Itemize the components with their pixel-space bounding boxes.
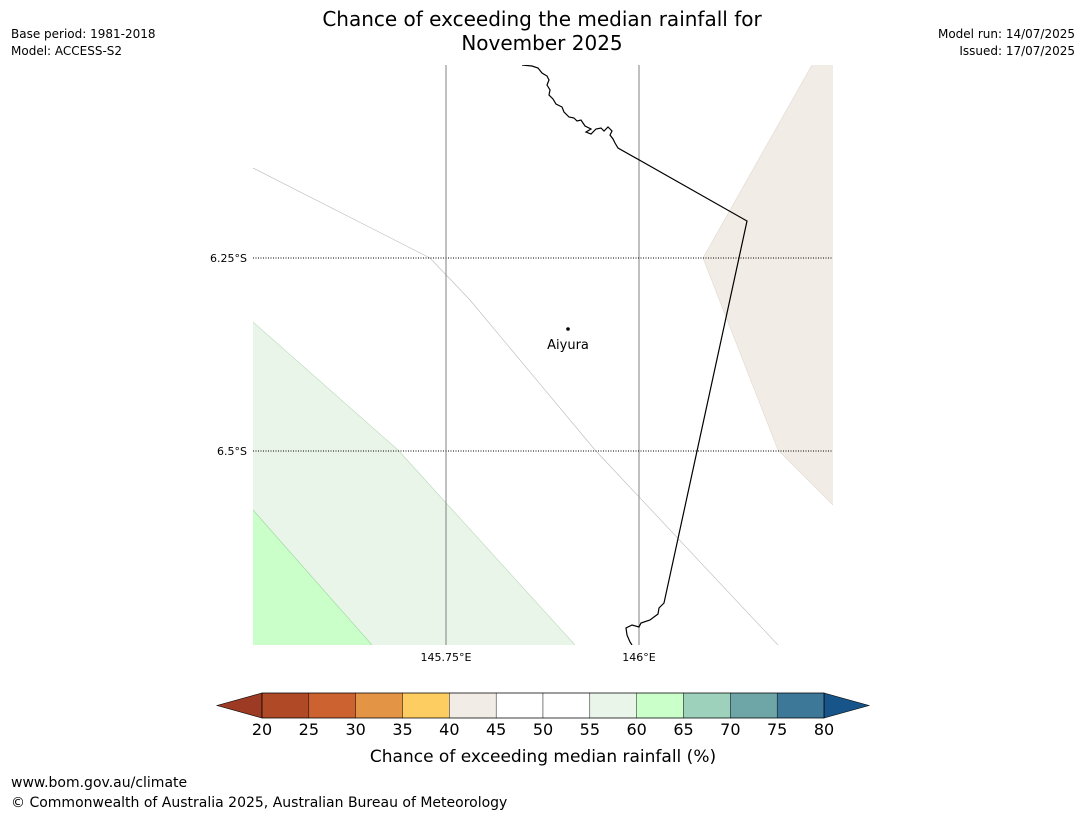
colorbar-cell <box>542 692 591 719</box>
colorbar-high-extend <box>823 692 871 719</box>
lon-label-146: 146°E <box>622 651 655 664</box>
lon-label-145-75: 145.75°E <box>421 651 472 664</box>
colorbar-label: Chance of exceeding median rainfall (%) <box>370 747 716 767</box>
colorbar-tick-label: 25 <box>299 720 319 739</box>
meta-right: Model run: 14/07/2025 Issued: 17/07/2025 <box>938 26 1075 60</box>
website-link[interactable]: www.bom.gov.au/climate <box>11 775 188 791</box>
colorbar-tick-label: 55 <box>580 720 600 739</box>
colorbar-cell <box>730 692 778 719</box>
map-title: Chance of exceeding the median rainfall … <box>242 7 842 55</box>
colorbar-low-extend <box>215 692 263 719</box>
base-period: Base period: 1981-2018 <box>11 27 156 41</box>
colorbar-tick-label: 65 <box>673 720 693 739</box>
model-run: Model run: 14/07/2025 <box>937 27 1075 41</box>
aiyura-marker <box>566 327 570 331</box>
region-40-45-percent <box>703 65 833 505</box>
colorbar-cell <box>636 692 684 719</box>
colorbar-cell <box>449 692 497 719</box>
colorbar-tick-label: 20 <box>252 720 272 739</box>
colorbar-tick-label: 60 <box>626 720 646 739</box>
colorbar-frame <box>261 692 825 719</box>
contour-line <box>253 509 373 645</box>
colorbar-tick-label: 75 <box>767 720 787 739</box>
colorbar-tick-label: 80 <box>814 720 834 739</box>
lat-label-6-5: 6.5°S <box>217 445 247 458</box>
model-name: Model: ACCESS-S2 <box>11 44 123 58</box>
title-line-1: Chance of exceeding the median rainfall … <box>322 7 762 31</box>
region-55-60-percent <box>253 322 575 645</box>
copyright-text: © Commonwealth of Australia 2025, Austra… <box>11 795 508 811</box>
contour-line <box>253 321 576 645</box>
colorbar-tick-label: 70 <box>720 720 740 739</box>
meta-left: Base period: 1981-2018 Model: ACCESS-S2 <box>11 26 156 60</box>
issued-date: Issued: 17/07/2025 <box>959 44 1075 58</box>
colorbar-cell <box>589 692 637 719</box>
colorbar-cell <box>776 692 825 719</box>
colorbar-tick-label: 50 <box>533 720 553 739</box>
title-line-2: November 2025 <box>461 31 623 55</box>
lat-label-6-25: 6.25°S <box>210 252 247 265</box>
colorbar-tick-label: 35 <box>392 720 412 739</box>
colorbar-cell <box>308 692 356 719</box>
colorbar-cell <box>495 692 544 719</box>
colorbar: 20 25 30 35 40 45 50 55 60 65 70 75 80 <box>215 692 871 739</box>
coastline-boundary <box>521 65 748 645</box>
colorbar-tick-label: 45 <box>486 720 506 739</box>
colorbar-tick-label: 40 <box>439 720 459 739</box>
colorbar-tick-label: 30 <box>345 720 365 739</box>
contour-line <box>253 167 779 645</box>
contour-line <box>702 65 833 506</box>
colorbar-cell <box>261 692 310 719</box>
place-label-aiyura: Aiyura <box>547 338 589 353</box>
colorbar-cell <box>355 692 403 719</box>
colorbar-cell <box>402 692 450 719</box>
colorbar-cell <box>683 692 731 719</box>
